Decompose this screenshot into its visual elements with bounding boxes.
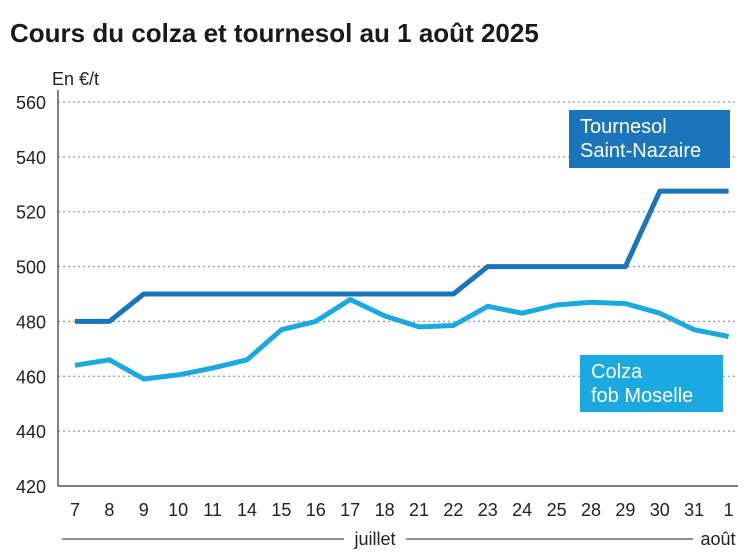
y-tick-label: 560 bbox=[16, 93, 46, 113]
series-line-1 bbox=[74, 297, 730, 382]
x-tick-label: 11 bbox=[203, 500, 222, 520]
x-tick-label: 28 bbox=[581, 500, 601, 520]
x-axis-ticks: 7 8 9 10 11 14 15 16 17 18 21 22 23 24 25 28 29 30 31 1 bbox=[70, 500, 734, 520]
x-tick-label: 22 bbox=[443, 500, 463, 520]
legend-label-0: Tournesol bbox=[580, 116, 667, 138]
x-tick-label: 30 bbox=[650, 500, 670, 520]
legend-label-1: Colza bbox=[591, 361, 643, 383]
y-tick-label: 480 bbox=[16, 312, 46, 332]
month-labels: juillet août bbox=[62, 529, 736, 549]
x-tick-label: 18 bbox=[375, 500, 395, 520]
x-tick-label: 23 bbox=[478, 500, 498, 520]
y-tick-label: 540 bbox=[16, 148, 46, 168]
legend-box-1 bbox=[580, 355, 723, 412]
x-tick-label: 17 bbox=[340, 500, 360, 520]
y-axis-ticks: 420 440 460 480 500 520 540 560 bbox=[16, 93, 46, 497]
legend-box-0 bbox=[569, 110, 730, 168]
y-axis-unit-label: En €/t bbox=[52, 69, 99, 89]
axes bbox=[57, 90, 738, 487]
series-lines bbox=[74, 188, 730, 382]
series-line-0 bbox=[75, 188, 729, 324]
legend-label-1: fob Moselle bbox=[591, 385, 693, 407]
month-label-juillet: juillet bbox=[353, 529, 395, 549]
y-tick-label: 500 bbox=[16, 258, 46, 278]
y-tick-label: 420 bbox=[16, 477, 46, 497]
x-tick-label: 16 bbox=[306, 500, 326, 520]
x-tick-label: 25 bbox=[547, 500, 567, 520]
x-tick-label: 31 bbox=[684, 500, 704, 520]
legend-label-0: Saint-Nazaire bbox=[580, 140, 701, 162]
x-tick-label: 10 bbox=[168, 500, 188, 520]
x-tick-label: 8 bbox=[104, 500, 114, 520]
y-tick-label: 440 bbox=[16, 422, 46, 442]
x-tick-label: 9 bbox=[139, 500, 149, 520]
x-tick-label: 1 bbox=[724, 500, 734, 520]
x-tick-label: 29 bbox=[615, 500, 635, 520]
y-tick-label: 520 bbox=[16, 203, 46, 223]
x-tick-label: 14 bbox=[237, 500, 257, 520]
x-tick-label: 24 bbox=[512, 500, 532, 520]
x-tick-label: 7 bbox=[70, 500, 80, 520]
month-label-aout: août bbox=[700, 529, 735, 549]
y-tick-label: 460 bbox=[16, 367, 46, 387]
x-tick-label: 15 bbox=[271, 500, 291, 520]
chart-title: Cours du colza et tournesol au 1 août 20… bbox=[10, 18, 539, 48]
x-tick-label: 21 bbox=[409, 500, 429, 520]
